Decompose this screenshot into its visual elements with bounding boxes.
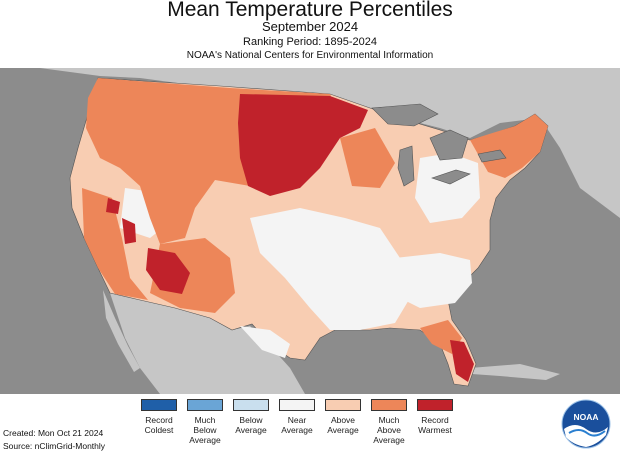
great-lakes — [371, 103, 507, 187]
temperature-percentile-map — [0, 68, 620, 394]
legend-item-much-above-average: Much Above Average — [363, 397, 415, 445]
legend-label: Above Average — [327, 415, 359, 435]
legend-label: Below Average — [235, 415, 267, 435]
noaa-logo: NOAA — [561, 399, 611, 449]
legend-swatch — [187, 399, 223, 411]
caribbean-islands — [470, 364, 560, 380]
legend-label: Near Average — [281, 415, 313, 435]
record-warmest-regions — [106, 94, 474, 382]
legend-swatch — [141, 399, 177, 411]
data-source: Source: nClimGrid-Monthly — [3, 441, 106, 451]
legend-item-much-below-average: Much Below Average — [179, 397, 231, 445]
legend-item-above-average: Above Average — [317, 397, 369, 435]
ranking-period: Ranking Period: 1895-2024 — [243, 36, 377, 48]
legend-item-record-coldest: Record Coldest — [133, 397, 185, 435]
legend-swatch — [417, 399, 453, 411]
legend-label: Record Coldest — [144, 415, 174, 435]
baja-peninsula — [103, 290, 140, 372]
legend-swatch — [371, 399, 407, 411]
legend-swatch — [279, 399, 315, 411]
agency-credit: NOAA's National Centers for Environmenta… — [186, 50, 434, 61]
noaa-logo-text: NOAA — [573, 412, 598, 422]
legend-item-near-average: Near Average — [271, 397, 323, 435]
map-period: September 2024 — [261, 19, 359, 34]
legend-swatch — [233, 399, 269, 411]
legend-label: Much Below Average — [189, 415, 221, 445]
near-average-regions — [120, 153, 480, 358]
created-date: Created: Mon Oct 21 2024 — [3, 428, 104, 438]
legend-item-below-average: Below Average — [225, 397, 277, 435]
legend-label: Record Warmest — [418, 415, 452, 435]
legend-swatch — [325, 399, 361, 411]
mexico-land — [110, 293, 305, 394]
legend-item-record-warmest: Record Warmest — [409, 397, 461, 435]
map-title: Mean Temperature Percentiles — [167, 0, 453, 21]
map-legend: Record Coldest Much Below Average Below … — [141, 397, 461, 453]
canada-land — [40, 68, 620, 218]
legend-label: Much Above Average — [373, 415, 405, 445]
